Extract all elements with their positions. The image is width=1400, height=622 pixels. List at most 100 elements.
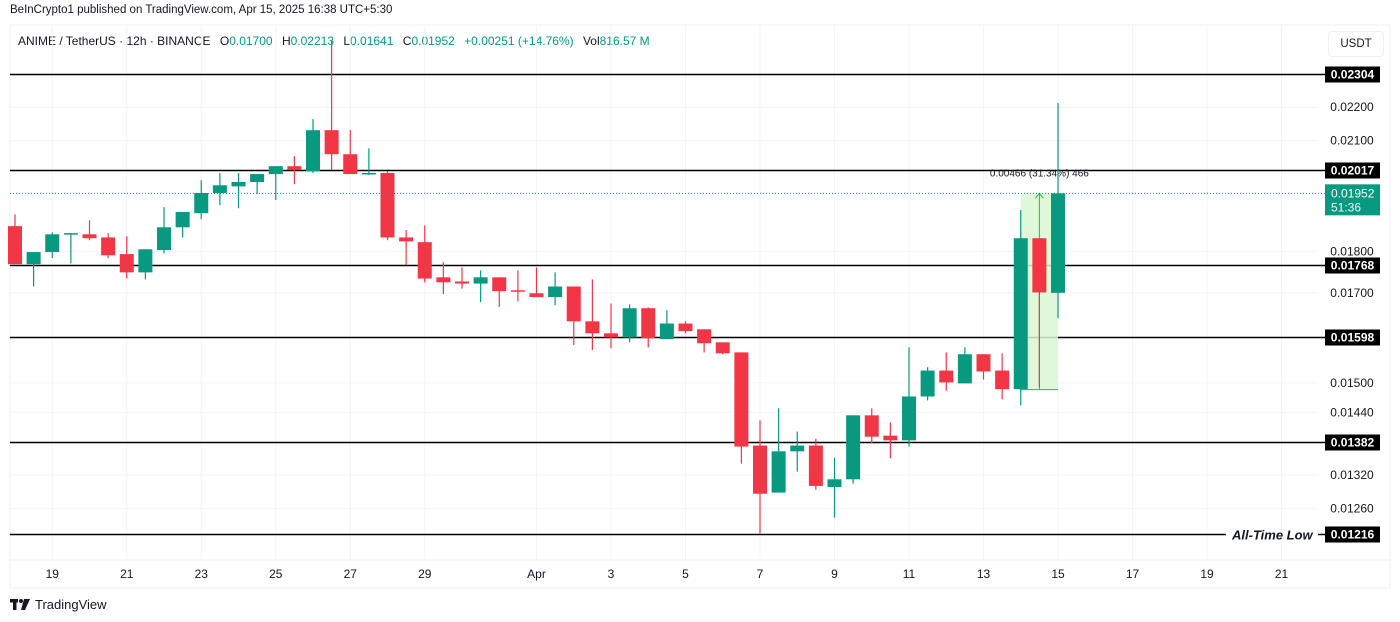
candle-down — [417, 242, 432, 279]
publish-info: BeInCrypto1 published on TradingView.com… — [10, 4, 393, 16]
candle-down — [641, 308, 656, 339]
candle-down — [753, 445, 767, 494]
candle-down — [82, 234, 97, 239]
symbol-title[interactable]: ANIME / TetherUS · 12h · BINANCE — [18, 34, 211, 48]
candle-down — [995, 370, 1010, 390]
level-price-label: 0.01768 — [1331, 259, 1375, 273]
candle-up — [659, 323, 674, 340]
change-value: +0.00251 (+14.76%) — [464, 34, 574, 48]
time-tick-label: 15 — [1051, 567, 1065, 581]
candle-up — [1051, 193, 1065, 293]
all-time-low-label: All-Time Low — [1231, 528, 1314, 543]
time-tick-label: 19 — [1200, 567, 1214, 581]
low-value: 0.01641 — [350, 34, 394, 48]
candle-up — [622, 308, 637, 338]
level-price-label: 0.02304 — [1331, 68, 1375, 82]
candle-up — [175, 212, 190, 228]
candle-down — [864, 415, 879, 437]
candle-up — [250, 174, 265, 182]
time-tick-label: 25 — [269, 567, 283, 581]
tradingview-logo-icon — [10, 599, 30, 610]
candle-up — [194, 192, 209, 214]
time-tick-label: 23 — [195, 567, 209, 581]
level-price-badge — [1325, 66, 1380, 83]
candle-down — [529, 293, 544, 298]
candle-down — [808, 445, 823, 486]
price-tick-label: 0.01500 — [1330, 376, 1374, 390]
candle-up — [268, 166, 283, 175]
candle-up — [45, 234, 60, 253]
close-value: 0.01952 — [411, 34, 455, 48]
candle-up — [63, 233, 78, 235]
candle-countdown-label: 51:36 — [1331, 200, 1361, 214]
time-tick-label: 21 — [1275, 567, 1289, 581]
candle-up — [231, 181, 246, 187]
candle-down — [715, 342, 730, 354]
candle-up — [473, 277, 488, 284]
tradingview-brand: TradingView — [35, 597, 107, 612]
currency-button[interactable]: USDT — [1328, 31, 1384, 57]
horizontal-levels: All-Time Low — [10, 73, 1326, 543]
candles — [8, 40, 1065, 534]
price-tick-label: 0.01700 — [1330, 286, 1374, 300]
candle-down — [976, 354, 991, 372]
last-price-badge — [1325, 184, 1380, 216]
time-tick-label: 21 — [120, 567, 134, 581]
time-axis[interactable]: 19 21 23 25 27 29 Apr 3 5 7 9 11 13 15 17 19 21 — [46, 567, 1289, 581]
last-price-label: 0.01952 — [1331, 186, 1375, 200]
open-value: 0.01700 — [229, 34, 273, 48]
volume-value: 816.57 M — [599, 34, 650, 48]
time-tick-label: 5 — [682, 567, 689, 581]
level-price-label: 0.01598 — [1331, 331, 1375, 345]
price-tick-label: 0.01440 — [1330, 405, 1374, 419]
time-tick-label: 27 — [344, 567, 358, 581]
candle-down — [678, 323, 693, 332]
candle-up — [957, 354, 972, 384]
candle-down — [604, 333, 618, 338]
candle-up — [157, 227, 171, 251]
level-price-badge — [1325, 434, 1380, 451]
level-price-label: 0.02017 — [1331, 164, 1375, 178]
candle-up — [827, 479, 842, 488]
candle-up — [548, 286, 563, 298]
chart-frame — [9, 24, 1391, 589]
time-tick-label: 11 — [903, 567, 916, 581]
candle-down — [566, 286, 581, 322]
candle-down — [8, 226, 22, 265]
price-tick-label: 0.01800 — [1330, 245, 1374, 259]
candle-down — [324, 130, 339, 155]
time-tick-label: 29 — [418, 567, 432, 581]
candle-down — [883, 435, 898, 441]
candle-down — [939, 370, 954, 383]
price-axis[interactable]: 0.02200 0.02100 0.01800 0.01700 0.01500 0.014… — [1325, 66, 1380, 543]
level-price-badge — [1325, 329, 1380, 346]
time-tick-label: 17 — [1126, 567, 1140, 581]
candle-down — [585, 321, 600, 334]
tradingview-footer: TradingView — [10, 597, 107, 612]
candle-up — [26, 252, 41, 265]
price-tick-label: 0.02100 — [1330, 134, 1374, 148]
level-price-badge — [1325, 526, 1380, 543]
price-tick-label: 0.01260 — [1330, 501, 1374, 515]
candle-down — [436, 277, 451, 283]
candle-up — [212, 185, 227, 193]
price-tick-label: 0.02200 — [1330, 100, 1374, 114]
symbol-legend: ANIME / TetherUS · 12h · BINANCE O0.0170… — [18, 34, 650, 48]
candle-up — [790, 445, 805, 452]
candle-down — [734, 352, 749, 447]
candle-down — [492, 277, 507, 292]
level-price-label: 0.01382 — [1331, 436, 1375, 450]
price-tick-label: 0.01320 — [1330, 468, 1374, 482]
candle-up — [920, 370, 935, 397]
candle-up — [361, 172, 376, 175]
time-tick-label: Apr — [527, 567, 546, 581]
time-tick-label: 9 — [831, 567, 838, 581]
volume-label: Vol — [582, 34, 600, 48]
candle-down — [119, 254, 134, 273]
candle-up — [902, 396, 916, 441]
time-tick-label: 7 — [757, 567, 764, 581]
candle-up — [138, 249, 153, 273]
candle-down — [101, 237, 116, 256]
candle-up — [771, 451, 786, 493]
